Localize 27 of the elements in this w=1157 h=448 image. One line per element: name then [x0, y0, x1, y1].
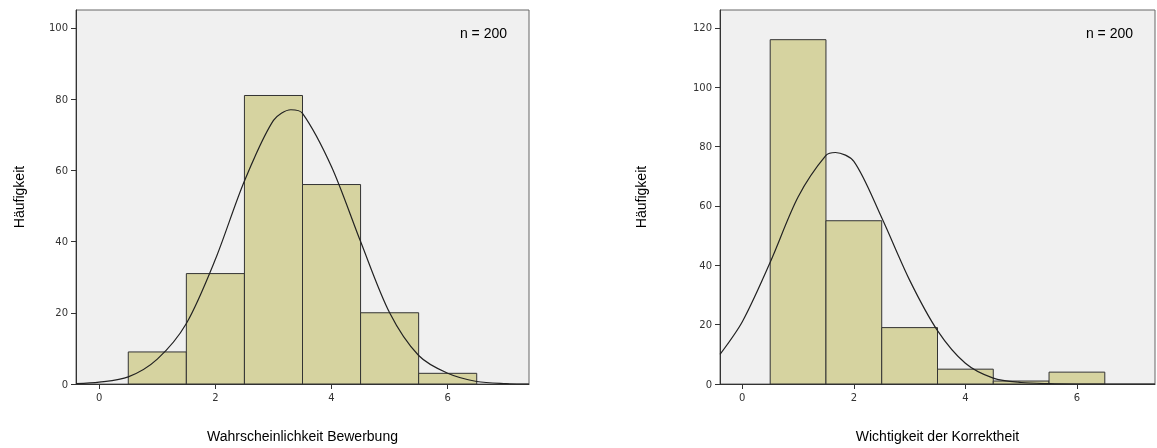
y-tick-label: 40 — [699, 259, 712, 271]
x-tick-label: 2 — [850, 391, 858, 403]
y-tick-label: 40 — [55, 236, 68, 248]
y-tick-label: 0 — [61, 378, 68, 390]
y-tick-label: 80 — [55, 93, 68, 105]
x-tick-label: 6 — [1073, 391, 1081, 403]
annotation: n = 200 — [1085, 25, 1134, 41]
x-tick-label: 0 — [96, 391, 103, 403]
y-tick-label: 100 — [48, 22, 68, 34]
y-tick-label: 20 — [699, 319, 712, 331]
annotation: n = 200 — [459, 25, 508, 41]
x-axis-title: Wichtigkeit der Korrektheit — [855, 428, 1020, 444]
x-tick-label: 4 — [328, 391, 335, 403]
x-axis-title: Wahrscheinlichkeit Bewerbung — [207, 428, 398, 444]
y-tick-label: 80 — [699, 141, 712, 153]
y-tick-label: 120 — [692, 22, 712, 34]
y-tick-label: 20 — [55, 307, 68, 319]
y-axis-title: Häufigkeit — [11, 165, 27, 229]
y-tick-label: 60 — [55, 164, 68, 176]
y-tick-label: 0 — [705, 378, 712, 390]
x-tick-label: 4 — [962, 391, 969, 403]
x-tick-label: 0 — [739, 391, 746, 403]
x-tick-label: 2 — [212, 391, 219, 403]
x-tick-label: 6 — [444, 391, 451, 403]
y-tick-label: 100 — [692, 81, 712, 93]
y-tick-label: 60 — [699, 200, 712, 212]
y-axis-title: Häufigkeit — [633, 165, 649, 229]
